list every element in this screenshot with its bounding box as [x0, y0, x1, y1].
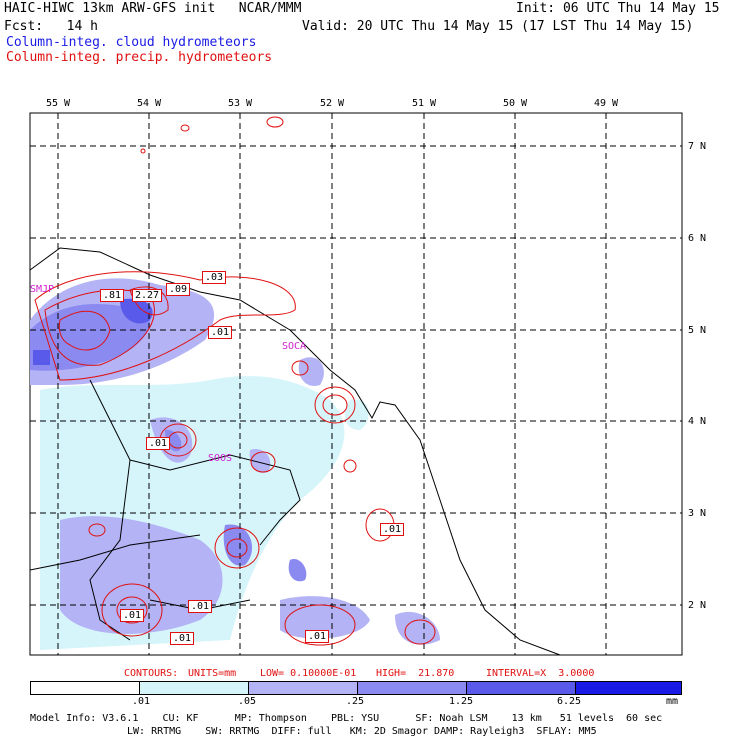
contour-info-low: LOW= 0.10000E-01 — [260, 668, 357, 679]
colorbar-segment — [140, 682, 249, 694]
lat-label: 6 N — [688, 233, 707, 244]
lon-label: 55 W — [46, 98, 71, 109]
header-line2-left: Fcst: 14 h — [4, 19, 98, 34]
lon-label: 50 W — [503, 98, 528, 109]
contour-label: .01 — [170, 632, 195, 645]
precip-contours — [34, 116, 436, 646]
graticule — [30, 113, 682, 655]
lon-label: 54 W — [137, 98, 162, 109]
contour-label: .01 — [120, 609, 145, 622]
colorbar — [30, 681, 682, 695]
colorbar-level: .25 — [346, 696, 365, 707]
station-smjp: SMJP — [30, 284, 55, 295]
header-line1-left: HAIC-HIWC 13km ARW-GFS init NCAR/MMM — [4, 1, 302, 16]
colorbar-level: 6.25 — [557, 696, 582, 707]
contour-label: .03 — [202, 271, 227, 284]
colorbar-segment — [358, 682, 467, 694]
station-soos: SOOS — [208, 453, 233, 464]
contour-label: .01 — [305, 630, 330, 643]
lat-label: 3 N — [688, 508, 707, 519]
contour-label: .01 — [380, 523, 405, 536]
contour-info-interval: INTERVAL=X 3.0000 — [486, 668, 595, 679]
contour-label: .01 — [208, 326, 233, 339]
legend-cloud: Column-integ. cloud hydrometeors — [6, 35, 257, 50]
lon-label: 52 W — [320, 98, 345, 109]
lon-label: 53 W — [228, 98, 253, 109]
lat-label: 2 N — [688, 600, 707, 611]
contour-info-label: CONTOURS: — [124, 668, 179, 679]
station-soca: SOCA — [282, 341, 307, 352]
lon-label: 51 W — [412, 98, 437, 109]
colorbar-segment — [576, 682, 681, 694]
colorbar-segment — [467, 682, 576, 694]
contour-label: .09 — [166, 283, 191, 296]
lat-label: 4 N — [688, 416, 707, 427]
lat-label: 7 N — [688, 141, 707, 152]
colorbar-level: 1.25 — [449, 696, 474, 707]
contour-info-units: UNITS=mm — [188, 668, 237, 679]
contour-label: .01 — [146, 437, 171, 450]
model-info-line2: LW: RRTMG SW: RRTMG DIFF: full KM: 2D Sm… — [127, 726, 597, 737]
contour-label: .01 — [188, 600, 213, 613]
colorbar-unit: mm — [666, 696, 679, 707]
coastline — [29, 247, 561, 656]
colorbar-level: .05 — [238, 696, 257, 707]
colorbar-segment — [31, 682, 140, 694]
header-line1-right: Init: 06 UTC Thu 14 May 15 — [516, 1, 720, 16]
contour-label: .81 — [100, 289, 125, 302]
colorbar-segment — [249, 682, 358, 694]
lat-label: 5 N — [688, 325, 707, 336]
contour-label: 2.27 — [132, 289, 163, 302]
legend-precip: Column-integ. precip. hydrometeors — [6, 50, 273, 65]
colorbar-level: .01 — [132, 696, 151, 707]
lon-label: 49 W — [594, 98, 619, 109]
model-info-line1: Model Info: V3.6.1 CU: KF MP: Thompson P… — [30, 713, 663, 724]
contour-info-high: HIGH= 21.870 — [376, 668, 455, 679]
header-line2-right: Valid: 20 UTC Thu 14 May 15 (17 LST Thu … — [302, 19, 694, 34]
